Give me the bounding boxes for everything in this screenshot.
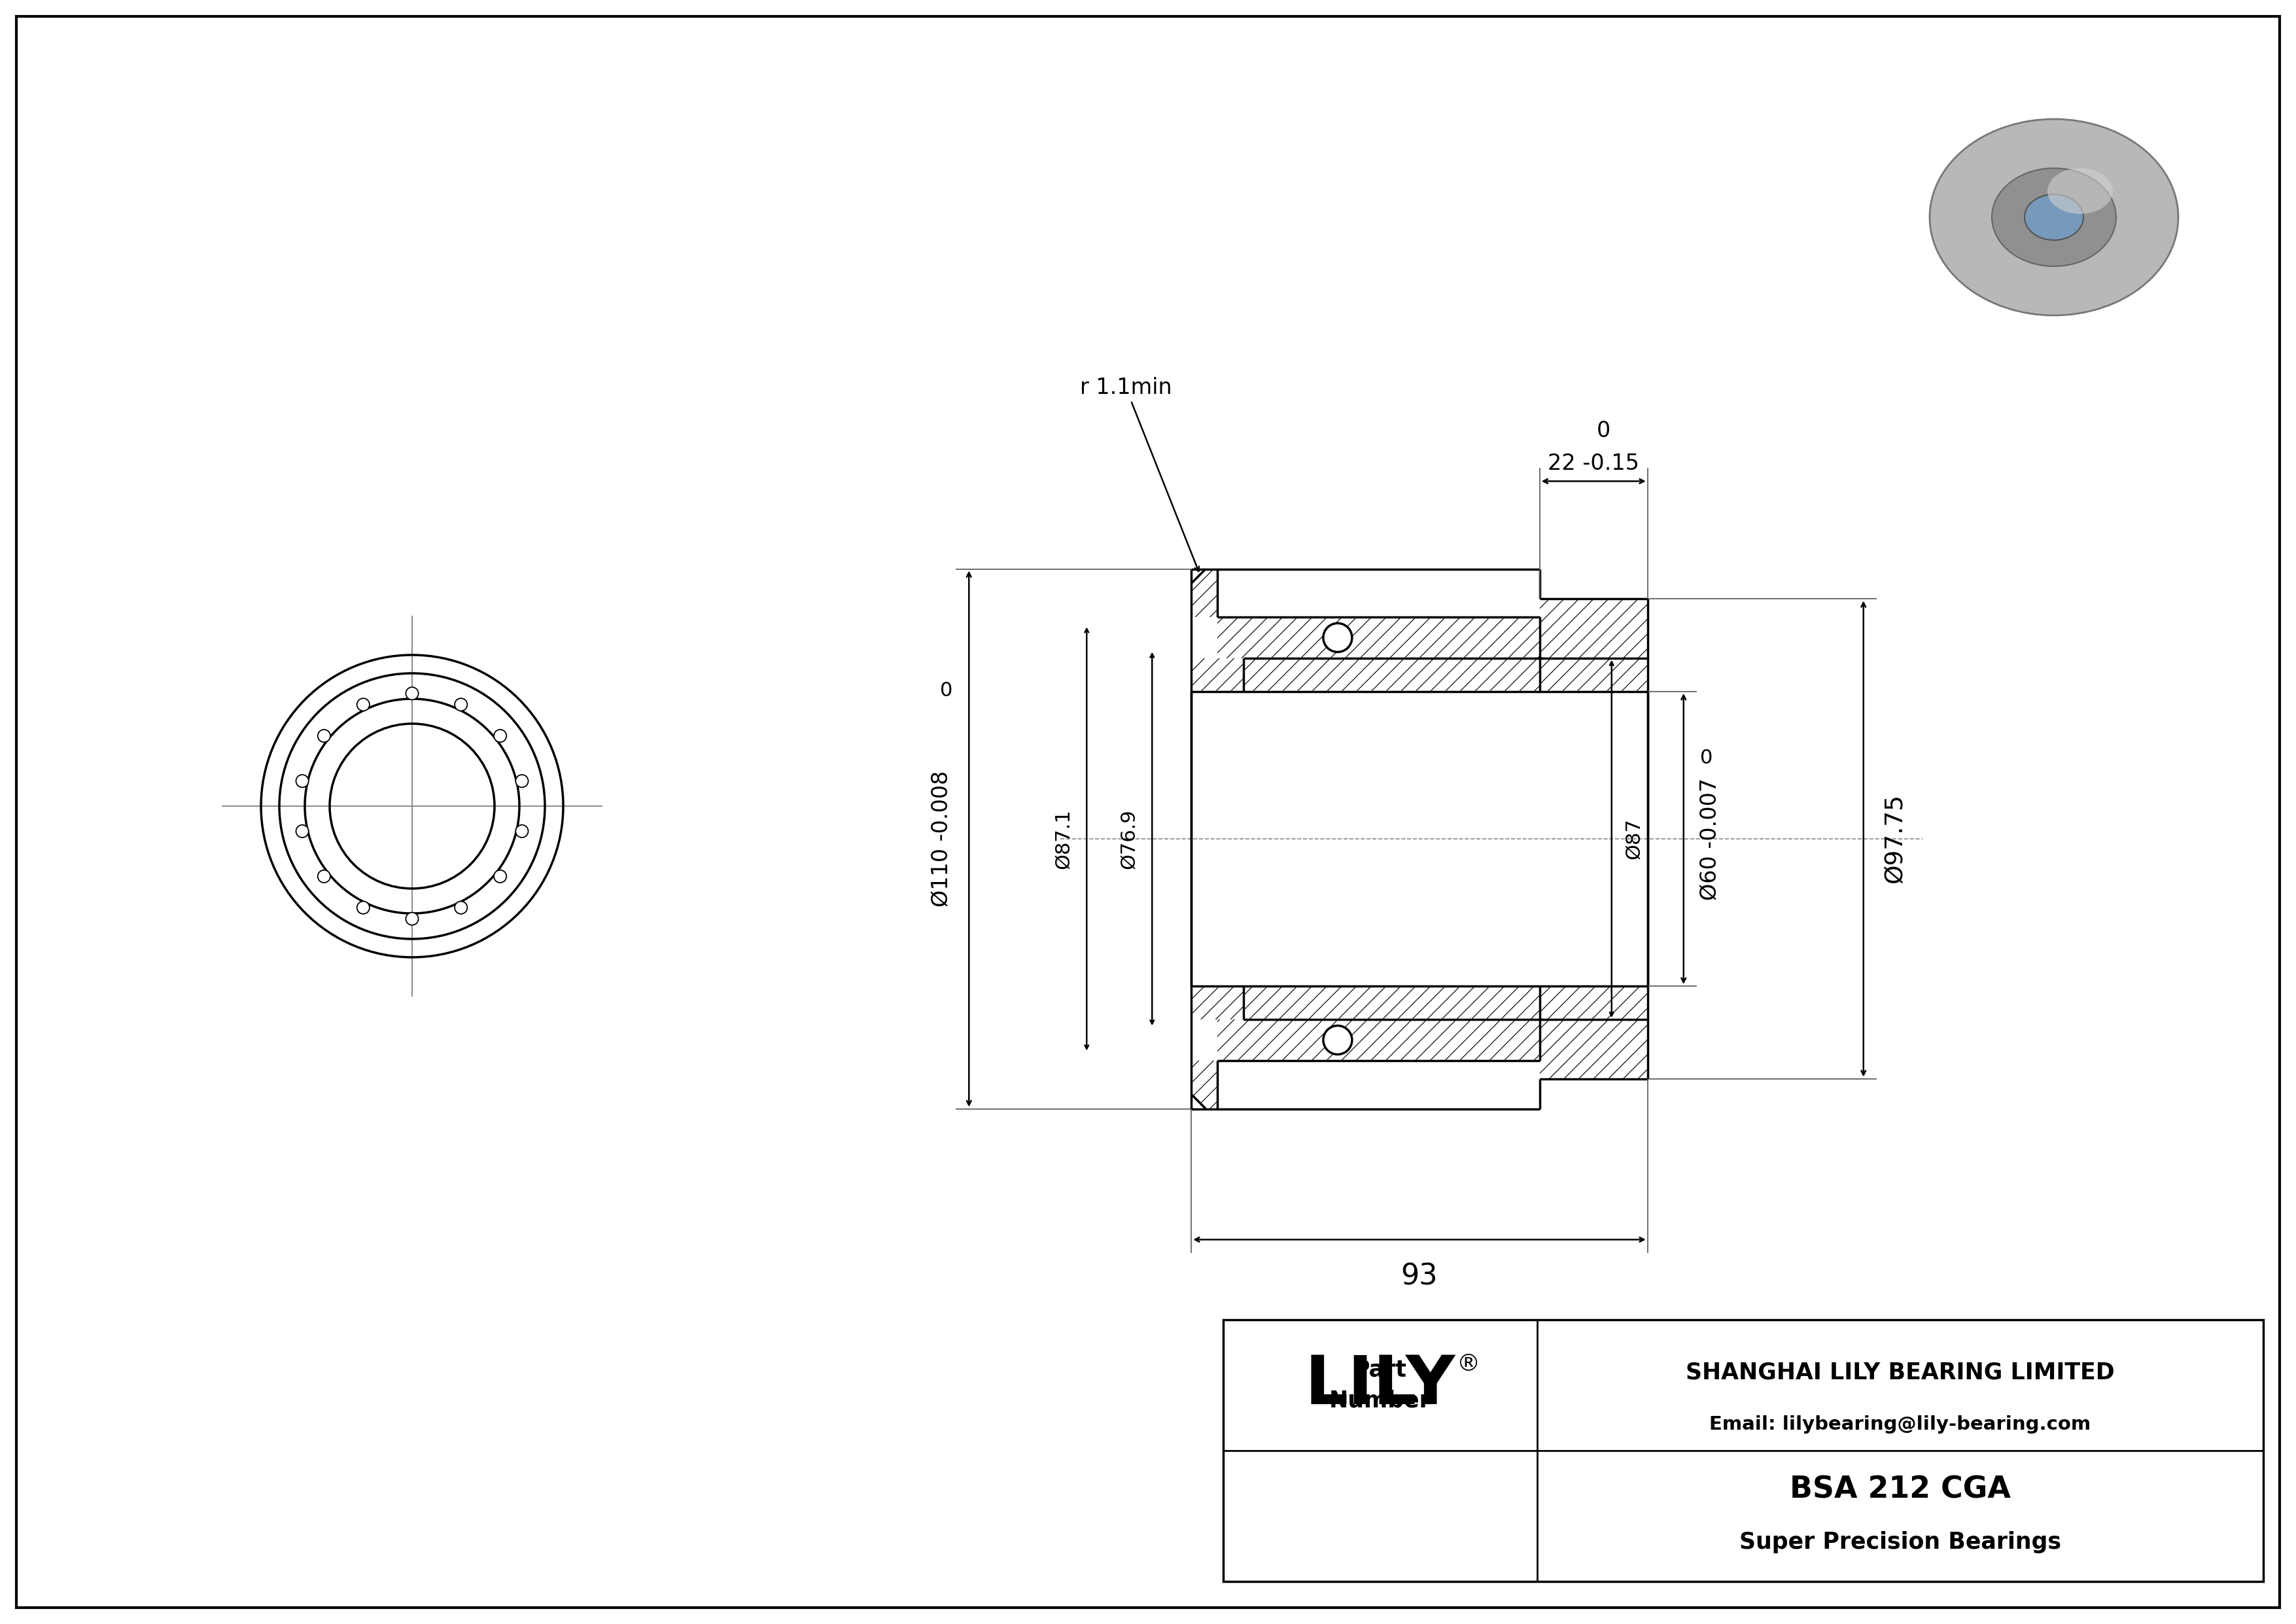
Text: Super Precision Bearings: Super Precision Bearings [1740, 1531, 2062, 1553]
Ellipse shape [494, 729, 507, 742]
Ellipse shape [296, 825, 308, 838]
Ellipse shape [1929, 119, 2179, 315]
Text: 0: 0 [1596, 421, 1609, 442]
Text: Ø110 -0.008: Ø110 -0.008 [930, 771, 953, 906]
Text: Part
Number: Part Number [1329, 1359, 1430, 1411]
Text: Email: lilybearing@lily-bearing.com: Email: lilybearing@lily-bearing.com [1711, 1415, 2092, 1434]
Text: 22 -0.15: 22 -0.15 [1548, 453, 1639, 474]
Text: 93: 93 [1401, 1262, 1437, 1291]
Bar [1224, 1320, 2264, 1582]
Ellipse shape [356, 901, 370, 914]
Ellipse shape [406, 913, 418, 926]
Ellipse shape [517, 825, 528, 838]
Ellipse shape [455, 901, 468, 914]
Text: ®: ® [1456, 1353, 1481, 1376]
Ellipse shape [517, 775, 528, 788]
Text: LILY: LILY [1304, 1353, 1456, 1418]
Ellipse shape [1322, 624, 1352, 651]
Text: BSA 212 CGA: BSA 212 CGA [1791, 1475, 2011, 1504]
Text: 0: 0 [939, 680, 953, 700]
Ellipse shape [296, 775, 308, 788]
Text: r 1.1min: r 1.1min [1079, 377, 1199, 572]
Ellipse shape [406, 687, 418, 700]
Ellipse shape [455, 698, 468, 711]
Ellipse shape [1322, 1026, 1352, 1054]
Text: Ø87.1: Ø87.1 [1054, 809, 1075, 869]
Ellipse shape [494, 870, 507, 883]
Ellipse shape [2025, 195, 2082, 240]
Ellipse shape [356, 698, 370, 711]
Text: 0: 0 [1699, 749, 1713, 768]
Text: SHANGHAI LILY BEARING LIMITED: SHANGHAI LILY BEARING LIMITED [1685, 1361, 2115, 1384]
Ellipse shape [317, 870, 331, 883]
Ellipse shape [2048, 169, 2112, 214]
Text: Ø97.75: Ø97.75 [1883, 794, 1906, 883]
Ellipse shape [317, 729, 331, 742]
Text: Ø60 -0.007: Ø60 -0.007 [1699, 778, 1722, 900]
Text: Ø87: Ø87 [1626, 818, 1644, 859]
Ellipse shape [1993, 169, 2117, 266]
Text: Ø76.9: Ø76.9 [1120, 809, 1139, 869]
